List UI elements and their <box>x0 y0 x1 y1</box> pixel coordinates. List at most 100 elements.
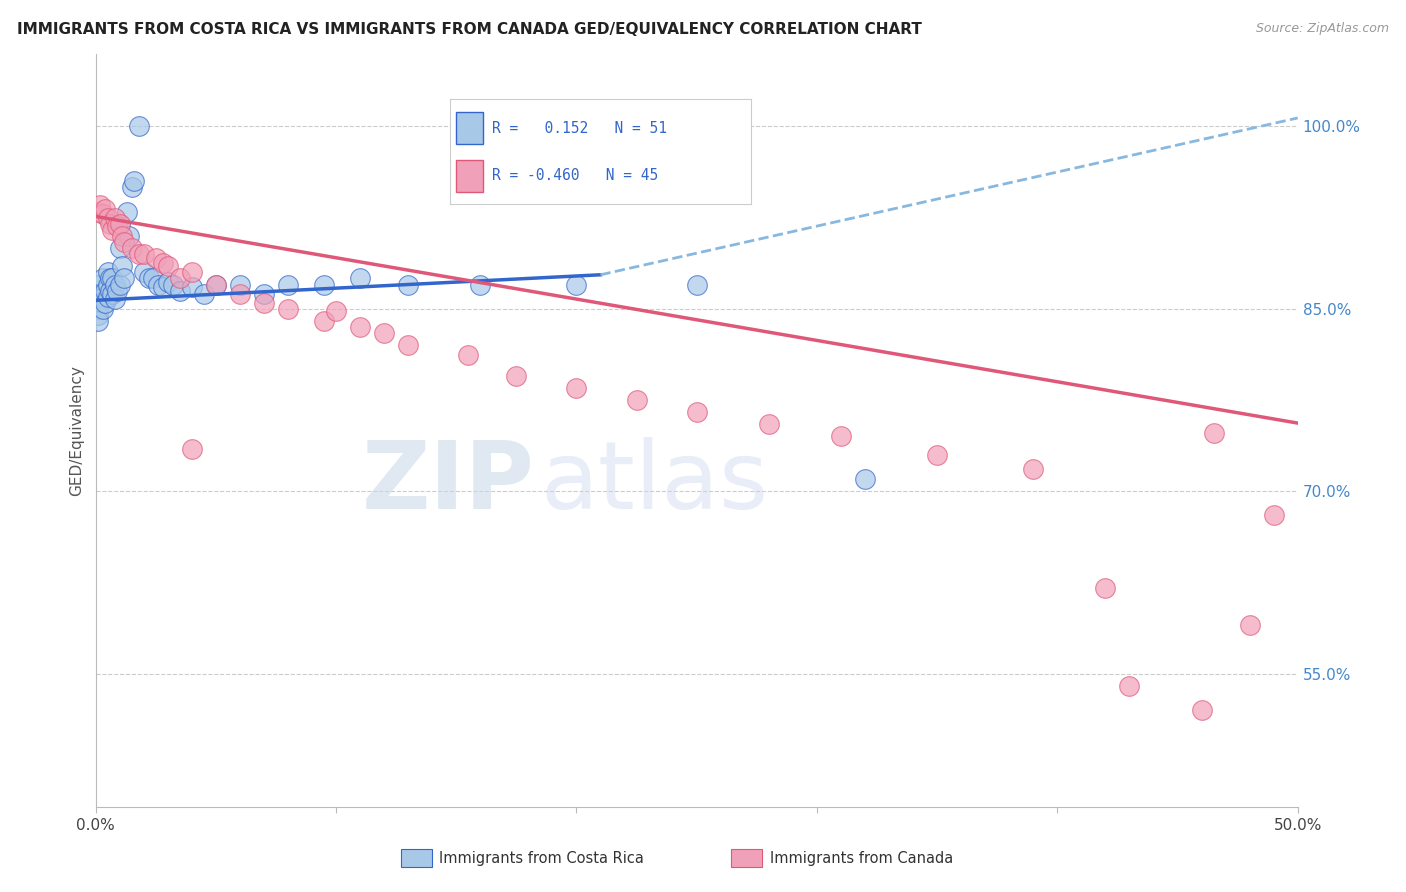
Point <box>180 280 202 294</box>
Point <box>132 247 155 261</box>
Point <box>626 392 648 407</box>
Point <box>162 277 184 292</box>
Point <box>205 277 228 292</box>
Point <box>205 277 228 292</box>
Point <box>565 277 588 292</box>
Point <box>97 265 120 279</box>
Text: Immigrants from Costa Rica: Immigrants from Costa Rica <box>439 851 644 865</box>
Point <box>1094 582 1116 596</box>
Y-axis label: GED/Equivalency: GED/Equivalency <box>69 365 84 496</box>
Text: atlas: atlas <box>540 437 769 529</box>
Point <box>87 295 110 310</box>
Point <box>94 295 117 310</box>
Point <box>1118 679 1140 693</box>
Point <box>91 301 114 316</box>
Point <box>104 211 127 225</box>
Point <box>89 198 111 212</box>
Point <box>758 417 780 432</box>
Point <box>138 271 160 285</box>
Point <box>128 120 150 134</box>
Point <box>277 277 299 292</box>
Point <box>146 277 169 292</box>
Point <box>97 277 120 292</box>
Point <box>121 180 143 194</box>
Point <box>91 271 114 285</box>
Point <box>87 314 110 328</box>
Point <box>312 314 335 328</box>
Point <box>152 280 174 294</box>
Point <box>97 211 120 225</box>
Point <box>152 255 174 269</box>
Point <box>87 301 110 316</box>
Point <box>111 260 134 274</box>
Point <box>156 260 179 274</box>
Point <box>91 207 114 221</box>
Text: ZIP: ZIP <box>361 437 534 529</box>
Point <box>98 284 121 298</box>
Point <box>108 277 131 292</box>
Point <box>128 247 150 261</box>
Point <box>114 235 136 249</box>
Point <box>325 304 347 318</box>
Point <box>91 290 114 304</box>
Text: Immigrants from Canada: Immigrants from Canada <box>770 851 953 865</box>
Point <box>686 277 709 292</box>
Point <box>830 429 852 443</box>
Point <box>565 381 588 395</box>
Point <box>853 472 876 486</box>
Point <box>108 217 131 231</box>
Point <box>169 271 191 285</box>
Point <box>229 277 252 292</box>
Point <box>1022 462 1045 476</box>
Point <box>396 338 419 352</box>
Point <box>396 277 419 292</box>
Point <box>253 287 276 301</box>
Point <box>1239 618 1261 632</box>
Point <box>312 277 335 292</box>
Point <box>87 308 110 322</box>
Point <box>470 277 492 292</box>
Point <box>101 271 124 285</box>
Point <box>156 275 179 289</box>
Point <box>1191 703 1213 717</box>
Point <box>114 271 136 285</box>
Point <box>101 223 124 237</box>
Point <box>349 271 371 285</box>
Point <box>121 241 143 255</box>
Point <box>122 174 145 188</box>
Point <box>193 287 215 301</box>
Point <box>253 295 276 310</box>
Point <box>1263 508 1285 523</box>
Point <box>132 265 155 279</box>
Point <box>104 277 127 292</box>
Point <box>94 202 117 216</box>
Point <box>104 292 127 306</box>
Point <box>925 448 948 462</box>
Point <box>115 204 138 219</box>
Point <box>105 284 128 298</box>
Point <box>505 368 527 383</box>
Point <box>105 219 128 234</box>
Point <box>87 277 110 292</box>
Point <box>108 241 131 255</box>
Point <box>142 271 165 285</box>
Point <box>457 348 479 362</box>
Point <box>277 301 299 316</box>
Point <box>169 284 191 298</box>
Point <box>108 217 131 231</box>
Point <box>1202 425 1225 440</box>
Point <box>145 251 167 265</box>
Point <box>98 217 121 231</box>
Point <box>686 405 709 419</box>
Point <box>87 204 110 219</box>
Point <box>94 284 117 298</box>
Point <box>229 287 252 301</box>
Point <box>180 442 202 456</box>
Point <box>98 271 121 285</box>
Text: IMMIGRANTS FROM COSTA RICA VS IMMIGRANTS FROM CANADA GED/EQUIVALENCY CORRELATION: IMMIGRANTS FROM COSTA RICA VS IMMIGRANTS… <box>17 22 922 37</box>
Point <box>97 290 120 304</box>
Point <box>180 265 202 279</box>
Point <box>349 320 371 334</box>
Point <box>101 287 124 301</box>
Point <box>118 228 141 243</box>
